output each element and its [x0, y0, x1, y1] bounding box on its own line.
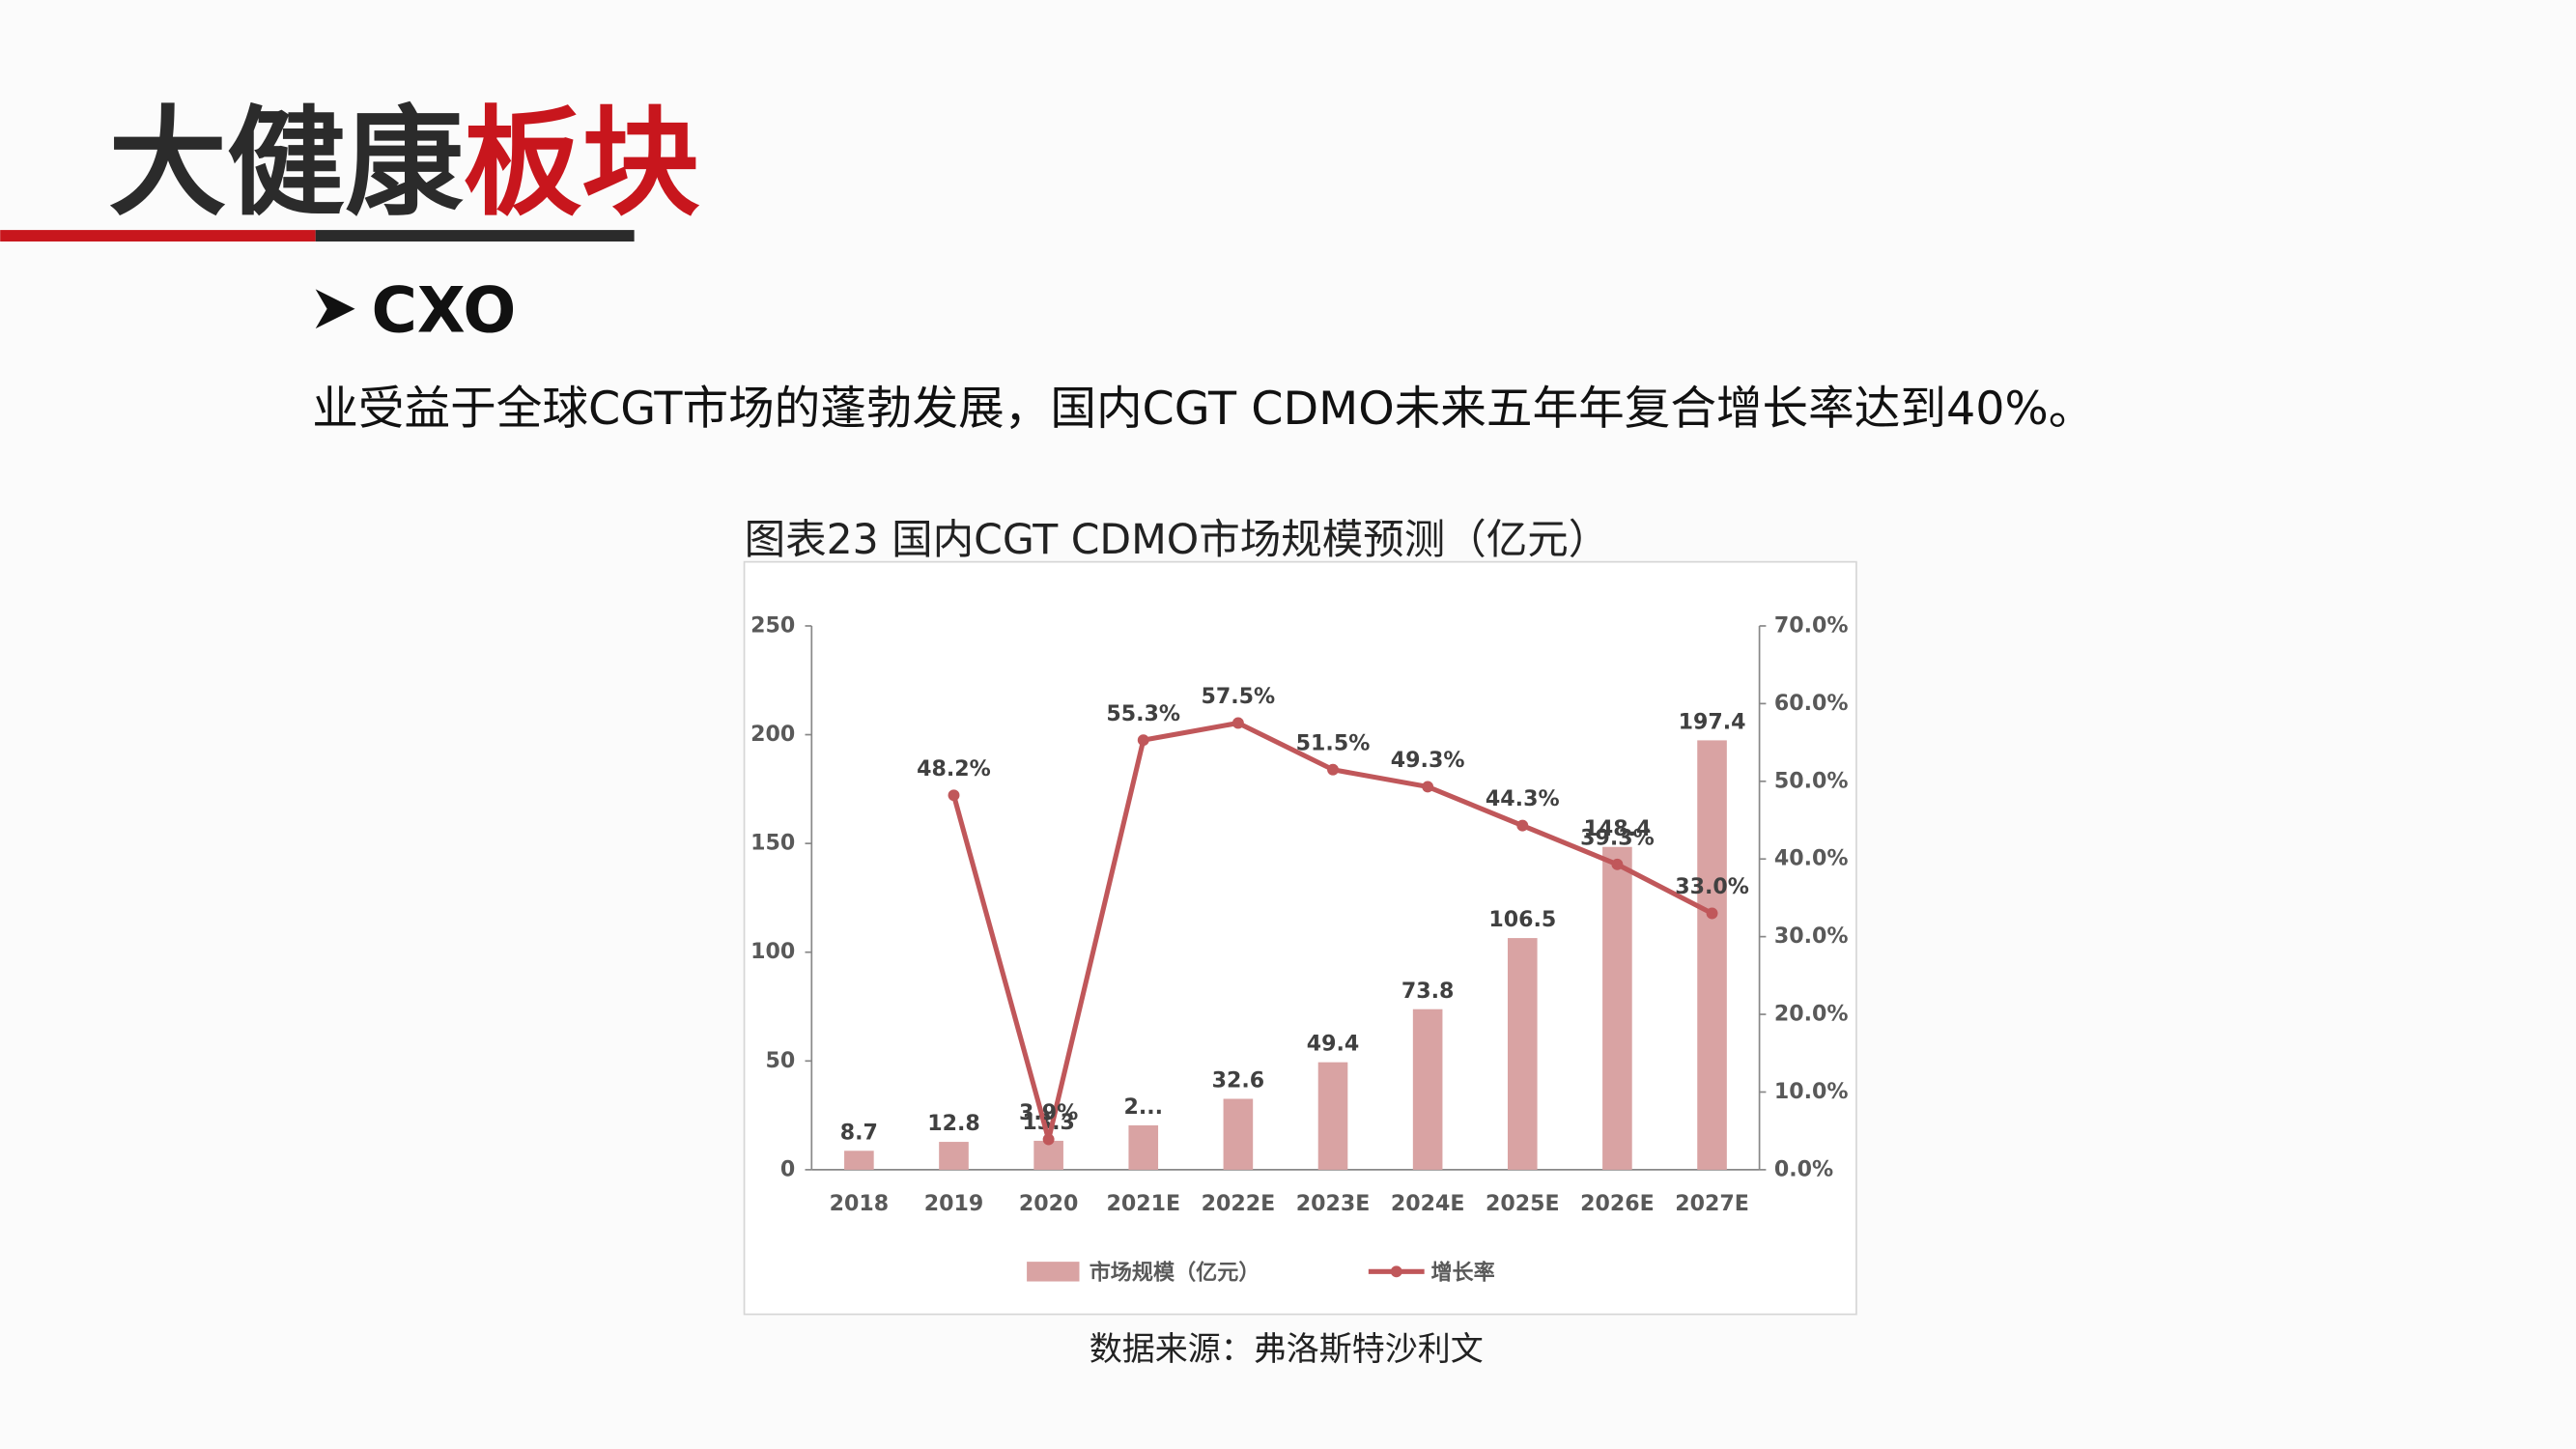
line-point [948, 789, 960, 802]
bar-data-label: 8.7 [840, 1120, 878, 1145]
y2-tick-label: 0.0% [1774, 1156, 1833, 1181]
chart-source: 数据来源：弗洛斯特沙利文 [1090, 1330, 1484, 1369]
title-underline-dark [315, 230, 635, 242]
line-point [1042, 1133, 1055, 1146]
y2-tick-label: 10.0% [1774, 1079, 1849, 1104]
bar [1317, 1062, 1348, 1170]
bar [1412, 1009, 1443, 1170]
line-data-label: 57.5% [1202, 684, 1276, 709]
line-point [1611, 858, 1624, 870]
x-tick-label: 2020 [1019, 1191, 1079, 1216]
slide-title: 大健康板块 [108, 94, 700, 232]
x-tick-label: 2025E [1486, 1191, 1560, 1216]
x-tick-label: 2021E [1106, 1191, 1180, 1216]
y-tick-label: 50 [766, 1048, 796, 1073]
bullet-heading: CXO [372, 275, 517, 348]
bar-data-label: 12.8 [927, 1111, 980, 1136]
bar-data-label: 106.5 [1488, 907, 1556, 932]
bar [1697, 740, 1727, 1170]
bar [939, 1142, 969, 1170]
line-data-label: 55.3% [1106, 701, 1180, 726]
line-data-label: 3.9% [1019, 1100, 1078, 1125]
y2-tick-label: 70.0% [1774, 612, 1849, 638]
y2-tick-label: 20.0% [1774, 1002, 1849, 1027]
y-tick-label: 0 [780, 1156, 795, 1181]
bar [1602, 846, 1632, 1170]
legend-swatch-dot [1390, 1265, 1402, 1278]
y2-tick-label: 40.0% [1774, 846, 1849, 871]
line-data-label: 49.3% [1391, 748, 1465, 773]
bar-data-label: 49.4 [1307, 1032, 1360, 1057]
x-tick-label: 2024E [1391, 1191, 1465, 1216]
bar [1128, 1124, 1159, 1170]
line-data-label: 44.3% [1486, 786, 1560, 811]
line-point [1422, 781, 1434, 793]
bar-data-label: 148.4 [1583, 816, 1651, 841]
y-tick-label: 250 [750, 612, 795, 638]
bullet-icon [315, 289, 355, 329]
bar-data-label: 2... [1123, 1094, 1163, 1120]
bar [1033, 1140, 1063, 1170]
y2-tick-label: 50.0% [1774, 768, 1849, 793]
line-point [1327, 763, 1339, 776]
body-text: 业受益于全球CGT市场的蓬勃发展，国内CGT CDMO未来五年年复合增长率达到4… [312, 383, 2094, 436]
line-data-label: 39.3% [1580, 825, 1655, 850]
x-tick-label: 2018 [830, 1191, 890, 1216]
line-data-label: 48.2% [917, 756, 991, 781]
y-tick-label: 100 [750, 939, 795, 964]
bar-data-label: 197.4 [1679, 709, 1746, 734]
legend-label: 增长率 [1430, 1261, 1494, 1286]
bar [1507, 938, 1538, 1170]
y2-tick-label: 60.0% [1774, 691, 1849, 716]
x-tick-label: 2026E [1580, 1191, 1655, 1216]
line-point [1706, 907, 1718, 920]
bar [1223, 1098, 1254, 1170]
x-tick-label: 2022E [1202, 1191, 1276, 1216]
title-underline-red [0, 230, 316, 242]
bar-data-label: 32.6 [1212, 1068, 1265, 1094]
y-tick-label: 200 [750, 722, 795, 747]
title-dark: 大健康 [108, 94, 464, 232]
line-data-label: 33.0% [1675, 874, 1749, 899]
y2-tick-label: 30.0% [1774, 923, 1849, 949]
chart-title: 图表23 国内CGT CDMO市场规模预测（亿元） [745, 517, 1610, 564]
x-tick-label: 2023E [1296, 1191, 1371, 1216]
x-tick-label: 2019 [924, 1191, 984, 1216]
title-red: 板块 [464, 94, 700, 232]
bar-data-label: 73.8 [1401, 979, 1455, 1004]
chart-frame [743, 560, 1857, 1316]
bar [844, 1151, 874, 1170]
line-point [1137, 734, 1149, 747]
legend-swatch [1027, 1262, 1080, 1282]
line-point [1231, 717, 1244, 729]
legend-label: 市场规模（亿元） [1090, 1261, 1260, 1286]
y-tick-label: 150 [750, 831, 795, 856]
x-tick-label: 2027E [1675, 1191, 1749, 1216]
line-point [1516, 819, 1529, 832]
line-data-label: 51.5% [1296, 730, 1371, 755]
